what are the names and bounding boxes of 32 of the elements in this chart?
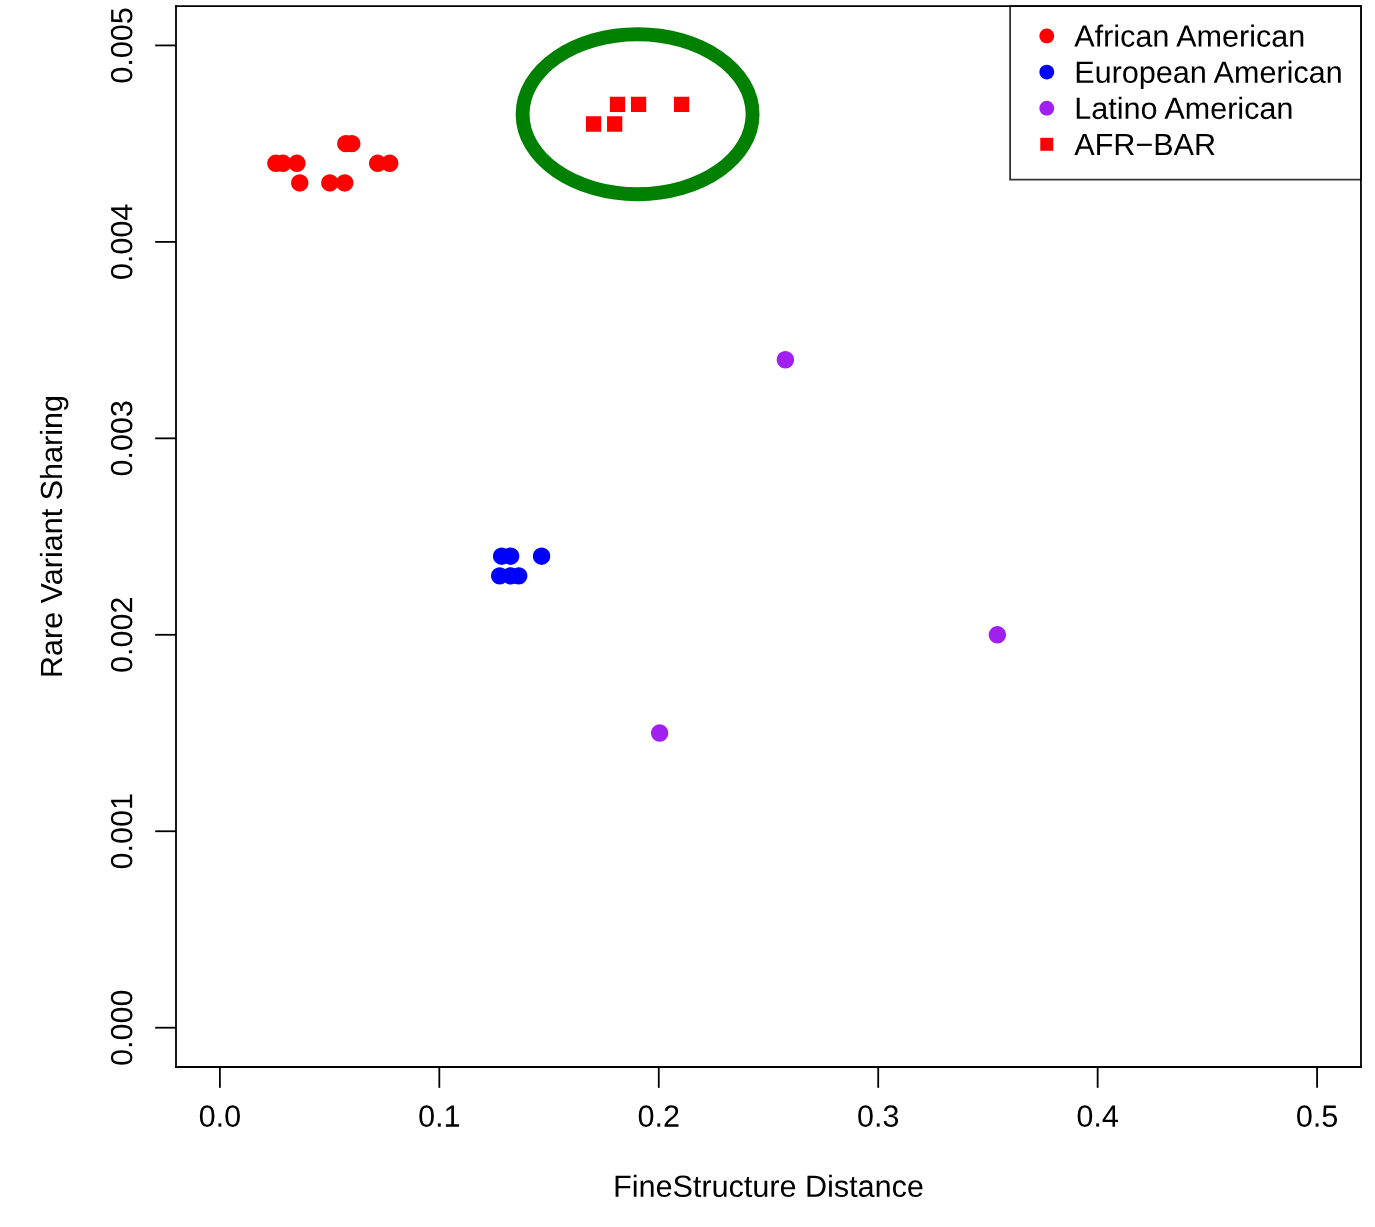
legend-label: AFR−BAR [1074, 133, 1215, 155]
point [336, 174, 354, 192]
x-tick-label: 0.3 [858, 1105, 899, 1127]
legend-label: Latino American [1076, 96, 1292, 120]
x-tick-label: 0.5 [1297, 1105, 1338, 1127]
legend-label: African American [1074, 24, 1304, 47]
y-tick-label: 0.003 [110, 401, 133, 476]
point [585, 116, 602, 132]
point [776, 351, 795, 369]
y-tick-label: 0.005 [110, 8, 133, 83]
x-axis-title: FineStructure Distance [615, 1174, 923, 1198]
point [650, 724, 669, 742]
point [673, 96, 690, 112]
point [321, 174, 339, 192]
point [609, 96, 626, 112]
point [291, 174, 309, 192]
y-tick-label: 0.001 [110, 794, 133, 869]
y-axis-title: Rare Variant Sharing [39, 396, 69, 676]
point [630, 96, 647, 112]
y-tick-label: 0.002 [110, 598, 133, 672]
y-tick-label: 0.000 [110, 990, 133, 1065]
point [381, 154, 399, 172]
x-tick-label: 0.1 [419, 1105, 460, 1127]
x-tick-label: 0.0 [199, 1105, 240, 1127]
legend-label: European American [1076, 60, 1341, 90]
x-tick-label: 0.2 [638, 1105, 679, 1127]
point [607, 116, 623, 132]
point [988, 626, 1007, 644]
x-tick-label: 0.4 [1077, 1105, 1118, 1127]
point [288, 154, 306, 172]
y-tick-label: 0.004 [110, 204, 133, 279]
point [532, 547, 551, 565]
